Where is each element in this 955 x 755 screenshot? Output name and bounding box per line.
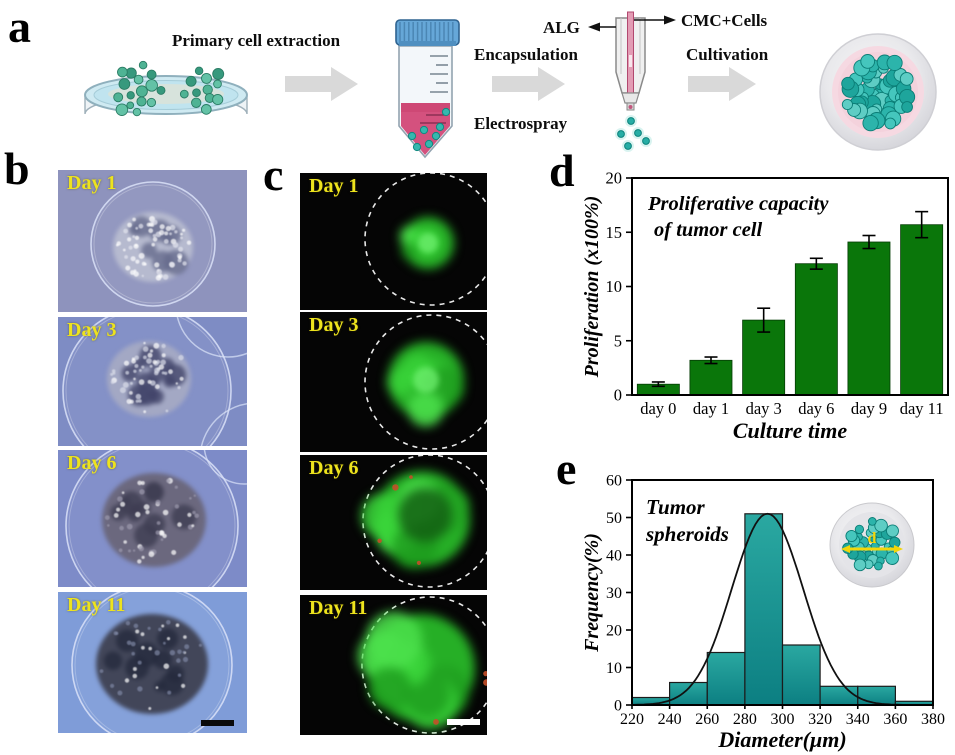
- svg-text:Culture time: Culture time: [733, 418, 848, 443]
- svg-text:300: 300: [771, 711, 795, 728]
- diameter-arrow-icon: [894, 545, 903, 553]
- micrograph-brightfield-day-6: Day 6: [58, 450, 247, 587]
- micrograph-image: [300, 173, 487, 310]
- step-label-cultivation: Cultivation: [686, 45, 769, 64]
- svg-text:10: 10: [606, 277, 623, 296]
- step-label-primary-cell-extraction: Primary cell extraction: [172, 31, 341, 50]
- svg-text:280: 280: [733, 711, 757, 728]
- capsule-inset-illustration: d: [829, 502, 915, 588]
- step-label-encapsulation: Encapsulation: [474, 45, 578, 64]
- svg-text:Proliferation (x100%): Proliferation (x100%): [583, 196, 603, 379]
- svg-text:Diameter(μm): Diameter(μm): [717, 727, 846, 752]
- panel-label-c: c: [263, 149, 284, 200]
- svg-text:day 11: day 11: [900, 399, 944, 418]
- svg-text:d: d: [868, 530, 877, 547]
- panel-label-a: a: [8, 1, 31, 52]
- svg-text:60: 60: [606, 473, 622, 490]
- electrospray-nozzle-illustration: [588, 11, 676, 152]
- day-label: Day 6: [309, 457, 359, 479]
- diameter-arrow-icon: [841, 545, 850, 553]
- svg-text:340: 340: [846, 711, 870, 728]
- svg-text:0: 0: [614, 386, 622, 405]
- svg-text:240: 240: [658, 711, 682, 728]
- diameter-histogram: 0 10 20 30 40 50 60 220 240 260 280 300 320 340 360 380…: [583, 473, 945, 753]
- panel-label-e: e: [556, 443, 577, 494]
- micrograph-fluorescence-day-6: Day 6: [300, 455, 487, 590]
- micrograph-brightfield-day-1: Day 1: [58, 170, 247, 312]
- day-label: Day 11: [67, 594, 126, 616]
- micrograph-image: [58, 450, 247, 587]
- scale-bar: [201, 720, 234, 726]
- svg-text:0: 0: [614, 698, 622, 715]
- alg-arrow-icon: [588, 22, 600, 32]
- svg-text:day 9: day 9: [851, 399, 887, 418]
- svg-text:5: 5: [614, 331, 622, 350]
- petri-dish-illustration: [84, 60, 248, 117]
- svg-text:40: 40: [606, 548, 622, 565]
- centrifuge-tube-illustration: [395, 19, 460, 159]
- svg-text:320: 320: [808, 711, 832, 728]
- micrograph-fluorescence-day-3: Day 3: [300, 312, 487, 452]
- day-label: Day 6: [67, 452, 117, 474]
- proliferation-bar-chart: 0 5 10 15 20 day 0 day 1 day 3 day 6 day 9 day 11 C…: [583, 169, 949, 443]
- label-cmc-cells: CMC+Cells: [681, 11, 768, 30]
- svg-text:day 0: day 0: [640, 399, 676, 418]
- panel-label-b: b: [4, 143, 30, 194]
- day-label: Day 1: [309, 175, 359, 197]
- day-label: Day 1: [67, 172, 117, 194]
- day-label: Day 11: [309, 597, 368, 619]
- svg-text:10: 10: [606, 660, 622, 677]
- svg-text:360: 360: [883, 711, 907, 728]
- svg-text:380: 380: [921, 711, 945, 728]
- panel-label-d: d: [549, 145, 575, 196]
- micrograph-fluorescence-day-1: Day 1: [300, 173, 487, 310]
- scale-bar: [447, 719, 480, 725]
- svg-text:260: 260: [695, 711, 719, 728]
- svg-text:Tumor: Tumor: [646, 495, 706, 519]
- micrograph-image: [58, 592, 247, 733]
- label-alg: ALG: [543, 18, 580, 37]
- micrograph-brightfield-day-3: Day 3: [58, 317, 247, 446]
- micrograph-image: [58, 317, 247, 446]
- svg-text:day 1: day 1: [693, 399, 729, 418]
- cmc-arrow-icon: [664, 15, 676, 25]
- arrow-right-icon: [492, 67, 565, 101]
- svg-text:of tumor cell: of tumor cell: [654, 219, 762, 241]
- capsule-illustration: [819, 33, 937, 151]
- micrograph-fluorescence-day-11: Day 11: [300, 595, 487, 735]
- day-label: Day 3: [67, 319, 117, 341]
- svg-text:day 3: day 3: [746, 399, 782, 418]
- step-label-electrospray: Electrospray: [474, 114, 568, 133]
- svg-text:15: 15: [606, 223, 623, 242]
- micrograph-image: [300, 312, 487, 452]
- schematic-illustration: [84, 11, 937, 159]
- svg-text:20: 20: [606, 169, 623, 188]
- day-label: Day 3: [309, 314, 359, 336]
- svg-text:Frequency(%): Frequency(%): [583, 533, 603, 653]
- micrograph-image: [300, 455, 487, 590]
- arrow-right-icon: [688, 67, 756, 101]
- svg-text:Proliferative capacity: Proliferative capacity: [647, 193, 829, 215]
- svg-text:20: 20: [606, 623, 622, 640]
- micrograph-image: [58, 170, 247, 312]
- micrograph-image: [300, 595, 487, 735]
- svg-text:220: 220: [620, 711, 644, 728]
- arrow-right-icon: [285, 67, 358, 101]
- micrograph-brightfield-day-11: Day 11: [58, 592, 247, 733]
- svg-text:50: 50: [606, 510, 622, 527]
- svg-text:day 6: day 6: [798, 399, 834, 418]
- svg-text:30: 30: [606, 585, 622, 602]
- svg-text:spheroids: spheroids: [645, 522, 729, 546]
